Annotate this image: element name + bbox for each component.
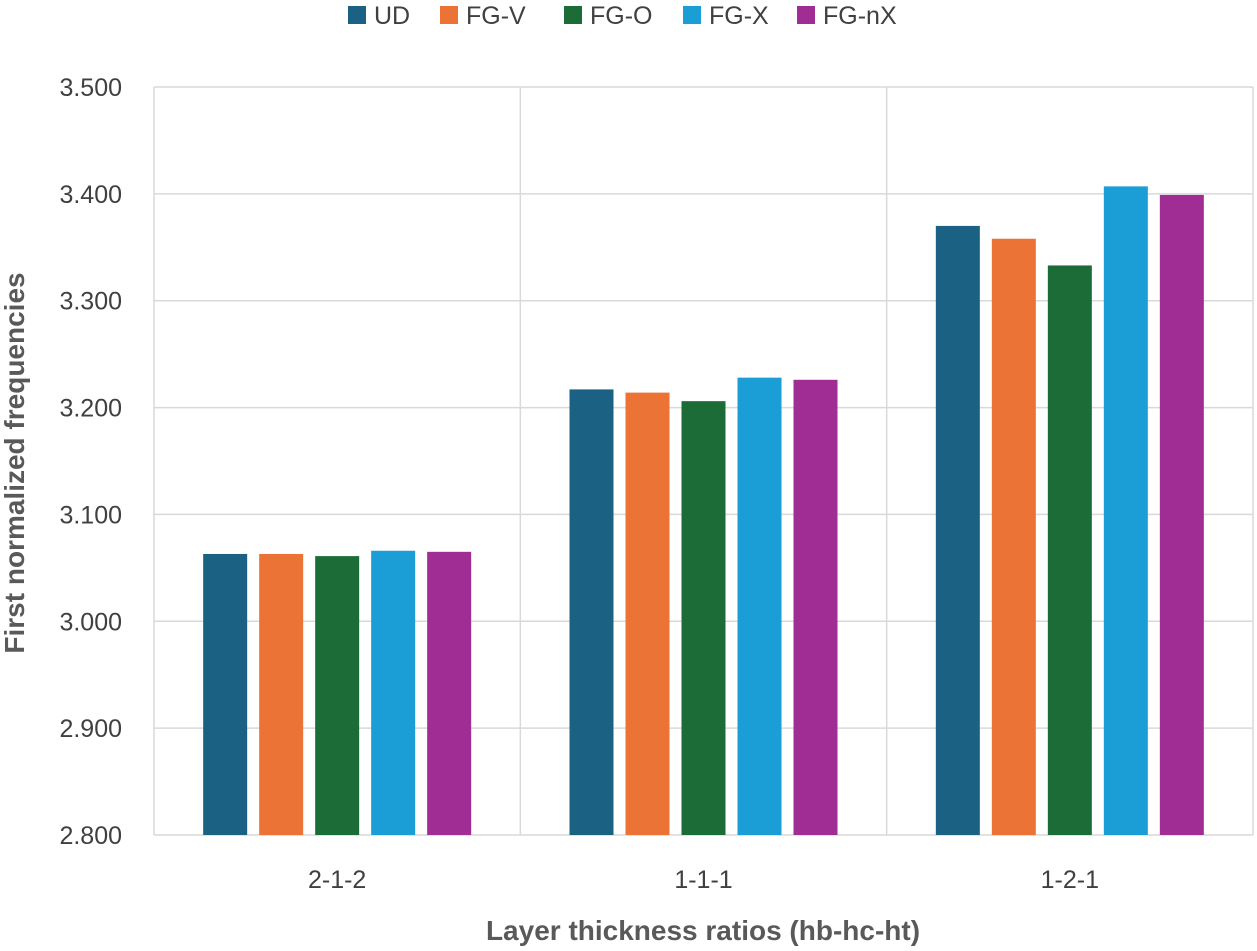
y-tick-label: 2.800	[59, 822, 122, 850]
bar-ud-1-2-1	[935, 225, 980, 835]
legend-label-fg-o: FG-O	[590, 2, 653, 30]
bar-fg-nx-1-1-1	[793, 379, 838, 835]
x-tick-label: 1-1-1	[674, 866, 732, 894]
bar-fg-nx-2-1-2	[427, 551, 472, 835]
bar-fg-v-1-1-1	[625, 392, 670, 835]
bar-fg-v-1-2-1	[991, 238, 1036, 836]
x-axis-ticks: 2-1-2 1-1-1 1-2-1	[308, 866, 1099, 894]
bar-fg-nx-1-2-1	[1159, 194, 1204, 835]
legend-swatch-ud	[348, 6, 366, 24]
legend-label-fg-nx: FG-nX	[823, 2, 897, 30]
x-axis-title: Layer thickness ratios (hb-hc-ht)	[486, 915, 920, 946]
legend-label-ud: UD	[374, 2, 410, 30]
y-tick-label: 3.100	[59, 501, 122, 529]
y-tick-label: 3.000	[59, 608, 122, 636]
legend-swatch-fg-nx	[797, 6, 815, 24]
y-tick-label: 3.200	[59, 395, 122, 423]
bar-fg-x-1-2-1	[1103, 186, 1148, 835]
y-tick-label: 3.500	[59, 74, 122, 102]
x-tick-label: 2-1-2	[308, 866, 366, 894]
y-tick-label: 2.900	[59, 715, 122, 743]
bar-fg-x-2-1-2	[371, 550, 416, 835]
legend-swatch-fg-o	[564, 6, 582, 24]
legend: UD FG-V FG-O FG-X FG-nX	[348, 2, 897, 30]
bar-fg-o-1-1-1	[681, 401, 726, 835]
y-tick-label: 3.400	[59, 181, 122, 209]
bar-ud-2-1-2	[203, 553, 248, 835]
x-tick-label: 1-2-1	[1041, 866, 1099, 894]
legend-swatch-fg-x	[683, 6, 701, 24]
y-axis-ticks: 2.800 2.900 3.000 3.100 3.200 3.300 3.400 3.500	[59, 74, 122, 850]
bar-fg-v-2-1-2	[259, 553, 304, 835]
bars	[203, 186, 1204, 836]
legend-swatch-fg-v	[440, 6, 458, 24]
bar-fg-o-2-1-2	[315, 556, 360, 835]
y-axis-title: First normalized frequencies	[0, 272, 30, 653]
legend-label-fg-x: FG-X	[709, 2, 769, 30]
bar-ud-1-1-1	[569, 389, 614, 835]
legend-label-fg-v: FG-V	[466, 2, 526, 30]
y-tick-label: 3.300	[59, 288, 122, 316]
bar-fg-o-1-2-1	[1047, 265, 1092, 835]
bar-fg-x-1-1-1	[737, 377, 782, 835]
